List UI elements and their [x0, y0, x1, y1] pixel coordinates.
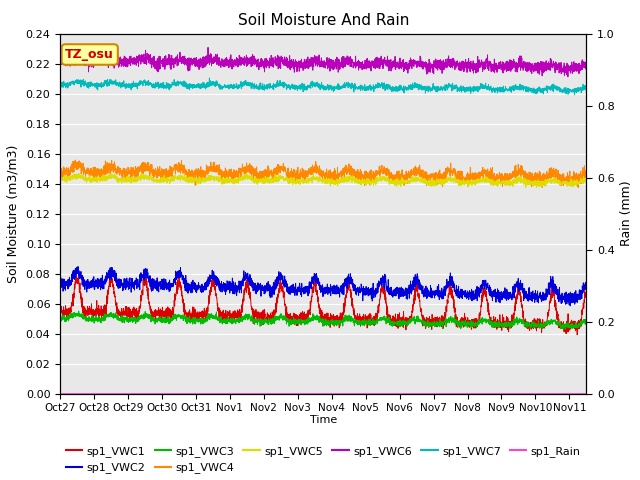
sp1_VWC4 [516, 169, 524, 175]
sp1_Rain [281, 391, 289, 396]
sp1_VWC6 [204, 45, 212, 50]
sp1_VWC3 [258, 317, 266, 323]
sp1_VWC4 [573, 174, 580, 180]
sp1_VWC4 [281, 168, 289, 173]
sp1_VWC3 [75, 308, 83, 314]
sp1_VWC7 [571, 92, 579, 98]
Text: TZ_osu: TZ_osu [65, 48, 114, 61]
Line: sp1_VWC7: sp1_VWC7 [60, 78, 586, 95]
sp1_VWC7 [582, 88, 590, 94]
sp1_VWC5 [258, 178, 266, 183]
sp1_VWC6 [564, 74, 572, 80]
sp1_VWC6 [56, 58, 64, 64]
sp1_VWC6 [147, 58, 155, 64]
sp1_VWC1 [516, 289, 524, 295]
sp1_VWC1 [281, 302, 289, 308]
sp1_VWC1 [116, 309, 124, 315]
sp1_VWC6 [573, 67, 580, 72]
sp1_VWC7 [56, 81, 64, 87]
sp1_VWC1 [582, 291, 590, 297]
sp1_VWC6 [582, 59, 590, 65]
sp1_Rain [572, 391, 580, 396]
sp1_VWC6 [116, 56, 124, 62]
sp1_VWC5 [573, 182, 580, 188]
sp1_VWC2 [573, 294, 580, 300]
sp1_VWC1 [258, 321, 266, 326]
sp1_VWC5 [56, 174, 64, 180]
Line: sp1_VWC6: sp1_VWC6 [60, 48, 586, 77]
sp1_VWC5 [148, 177, 156, 182]
sp1_VWC7 [205, 75, 213, 81]
Y-axis label: Soil Moisture (m3/m3): Soil Moisture (m3/m3) [7, 144, 20, 283]
sp1_VWC3 [148, 315, 156, 321]
sp1_VWC4 [538, 185, 546, 191]
sp1_VWC4 [258, 174, 266, 180]
sp1_VWC6 [516, 60, 524, 65]
Title: Soil Moisture And Rain: Soil Moisture And Rain [237, 13, 409, 28]
sp1_VWC2 [566, 303, 574, 309]
Line: sp1_VWC2: sp1_VWC2 [60, 266, 586, 306]
sp1_VWC1 [572, 324, 580, 330]
sp1_VWC4 [148, 162, 156, 168]
X-axis label: Time: Time [310, 415, 337, 425]
sp1_VWC7 [147, 82, 155, 88]
sp1_VWC2 [148, 288, 156, 294]
Line: sp1_VWC4: sp1_VWC4 [60, 160, 586, 188]
sp1_VWC4 [71, 157, 79, 163]
sp1_VWC5 [281, 176, 289, 181]
sp1_VWC1 [140, 270, 148, 276]
sp1_VWC7 [258, 85, 266, 91]
sp1_VWC1 [148, 308, 156, 313]
sp1_VWC3 [582, 317, 590, 323]
sp1_VWC5 [516, 175, 524, 181]
Line: sp1_VWC1: sp1_VWC1 [60, 273, 586, 335]
sp1_VWC6 [281, 60, 289, 66]
sp1_VWC2 [281, 284, 289, 290]
sp1_VWC1 [573, 332, 581, 338]
Line: sp1_VWC5: sp1_VWC5 [60, 173, 586, 187]
sp1_Rain [258, 391, 266, 396]
sp1_VWC1 [56, 307, 64, 312]
sp1_VWC3 [573, 324, 580, 329]
sp1_VWC3 [281, 313, 289, 319]
sp1_Rain [116, 391, 124, 396]
sp1_VWC7 [516, 87, 524, 93]
sp1_VWC4 [116, 168, 124, 174]
sp1_VWC4 [582, 173, 590, 179]
sp1_VWC3 [116, 317, 124, 323]
sp1_VWC2 [56, 286, 64, 291]
sp1_Rain [582, 391, 590, 396]
sp1_Rain [147, 391, 155, 396]
Legend: sp1_VWC1, sp1_VWC2, sp1_VWC3, sp1_VWC4, sp1_VWC5, sp1_VWC6, sp1_VWC7, sp1_Rain: sp1_VWC1, sp1_VWC2, sp1_VWC3, sp1_VWC4, … [66, 446, 581, 473]
sp1_VWC7 [116, 81, 124, 86]
sp1_VWC3 [562, 326, 570, 332]
sp1_VWC3 [56, 317, 64, 323]
sp1_Rain [56, 391, 64, 396]
sp1_VWC2 [258, 282, 266, 288]
Line: sp1_VWC3: sp1_VWC3 [60, 311, 586, 329]
sp1_VWC4 [56, 167, 64, 172]
sp1_VWC2 [116, 278, 124, 284]
sp1_VWC5 [532, 184, 540, 190]
sp1_VWC7 [281, 81, 289, 86]
Y-axis label: Rain (mm): Rain (mm) [620, 181, 633, 246]
sp1_VWC6 [258, 57, 266, 63]
sp1_VWC3 [516, 317, 524, 323]
sp1_VWC2 [516, 280, 524, 286]
sp1_VWC7 [573, 88, 580, 94]
sp1_VWC2 [74, 264, 82, 269]
sp1_VWC2 [582, 286, 590, 292]
sp1_VWC5 [582, 178, 590, 184]
sp1_Rain [515, 391, 523, 396]
sp1_VWC5 [116, 176, 124, 181]
sp1_VWC5 [75, 170, 83, 176]
